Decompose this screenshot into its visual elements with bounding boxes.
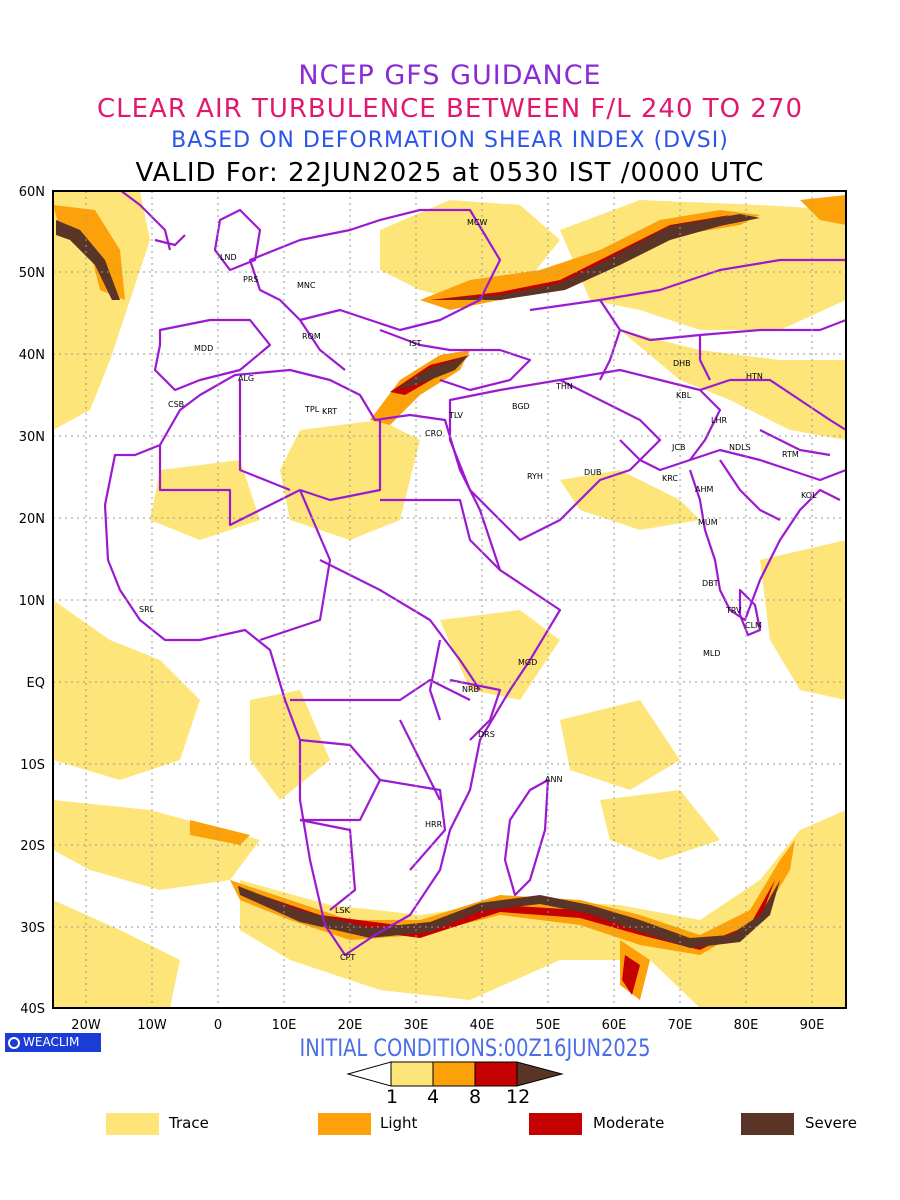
turbulence-fields: MCW LND PRS MNC ROM IST MDD ALG CSB TPL … — [53, 191, 846, 1008]
city-label: DRS — [478, 730, 495, 739]
city-labels: MCW LND PRS MNC ROM IST MDD ALG CSB TPL … — [139, 218, 817, 962]
city-label: CLM — [745, 621, 762, 630]
city-label: AHM — [695, 485, 713, 494]
city-label: DUB — [584, 468, 602, 477]
colorbar-tick: 4 — [427, 1086, 440, 1108]
city-label: THN — [555, 382, 573, 391]
city-label: ROM — [302, 332, 321, 341]
legend-label-moderate: Moderate — [593, 1114, 665, 1132]
legend-label-light: Light — [380, 1114, 418, 1132]
map-frame — [52, 190, 847, 1009]
lon-label: 20W — [71, 1018, 101, 1033]
lon-label: 10E — [272, 1018, 297, 1033]
lat-label: 30N — [19, 430, 45, 445]
city-label: MNC — [297, 281, 316, 290]
lon-label: 10W — [137, 1018, 167, 1033]
lon-label: 60E — [602, 1018, 627, 1033]
lat-label: 40S — [20, 1002, 45, 1017]
city-label: KRC — [662, 474, 678, 483]
city-label: JCB — [671, 443, 685, 452]
lat-label: 20N — [19, 512, 45, 527]
city-label: LHR — [711, 416, 727, 425]
colorbar-tick: 12 — [506, 1086, 531, 1108]
lon-label: 70E — [668, 1018, 693, 1033]
city-label: PRS — [243, 275, 258, 284]
city-label: BGD — [512, 402, 530, 411]
graticule — [53, 191, 846, 1008]
legend-swatch-moderate — [529, 1113, 582, 1135]
city-label: MGD — [518, 658, 537, 667]
city-label: MCW — [467, 218, 487, 227]
valid-time: VALID For: 22JUN2025 at 0530 IST /0000 U… — [135, 158, 765, 188]
severe-regions — [56, 214, 780, 948]
city-label: HTN — [746, 372, 763, 381]
city-label: CPT — [340, 953, 355, 962]
city-label: SRL — [139, 605, 155, 614]
city-label: KOL — [801, 491, 817, 500]
lat-label: 10S — [20, 758, 45, 773]
method-subtitle: BASED ON DEFORMATION SHEAR INDEX (DVSI) — [171, 128, 729, 153]
lat-label: 50N — [19, 266, 45, 281]
longitude-labels: 20W 10W 0 10E 20E 30E 40E 50E 60E 70E 80… — [71, 1018, 824, 1033]
legend-label-trace: Trace — [169, 1114, 209, 1132]
city-label: MUM — [698, 518, 718, 527]
lon-label: 0 — [214, 1018, 222, 1033]
city-label: NDLS — [729, 443, 751, 452]
lon-label: 80E — [734, 1018, 759, 1033]
city-label: TPL — [304, 405, 320, 414]
lon-label: 20E — [338, 1018, 363, 1033]
lat-label: 20S — [20, 839, 45, 854]
latitude-labels: 60N 50N 40N 30N 20N 10N EQ 10S 20S 30S 4… — [19, 185, 45, 1017]
city-label: RTM — [782, 450, 799, 459]
legend-swatch-severe — [741, 1113, 794, 1135]
chart-subtitle: CLEAR AIR TURBULENCE BETWEEN F/L 240 TO … — [96, 94, 804, 124]
city-label: RYH — [527, 472, 543, 481]
country-borders — [103, 191, 846, 957]
city-label: CRO — [425, 429, 442, 438]
lat-label: 60N — [19, 185, 45, 200]
city-label: ALG — [238, 374, 254, 383]
city-label: DHB — [673, 359, 691, 368]
city-label: NRB — [462, 685, 479, 694]
legend-label-severe: Severe — [805, 1114, 857, 1132]
lat-label: 10N — [19, 594, 45, 609]
colorbar — [346, 1061, 564, 1087]
lon-label: 30E — [404, 1018, 429, 1033]
colorbar-tick: 8 — [469, 1086, 482, 1108]
chart-title: NCEP GFS GUIDANCE — [298, 60, 602, 91]
lat-label: EQ — [27, 676, 45, 691]
city-label: LND — [220, 253, 237, 262]
colorbar-severe-arrow — [516, 1061, 564, 1087]
city-label: HRR — [425, 820, 443, 829]
city-label: MDD — [194, 344, 213, 353]
lat-label: 40N — [19, 348, 45, 363]
lon-label: 90E — [800, 1018, 825, 1033]
city-label: ANN — [545, 775, 562, 784]
lat-label: 30S — [20, 921, 45, 936]
colorbar-low-arrow — [346, 1061, 392, 1087]
colorbar-moderate — [474, 1061, 518, 1087]
city-label: TRV — [725, 606, 742, 615]
initial-conditions: INITIAL CONDITIONS:00Z16JUN2025 — [299, 1034, 651, 1062]
city-label: DBT — [702, 579, 719, 588]
city-label: KBL — [676, 391, 692, 400]
city-label: IST — [409, 339, 421, 348]
colorbar-light — [432, 1061, 476, 1087]
legend-swatch-trace — [106, 1113, 159, 1135]
logo-icon — [8, 1036, 20, 1049]
legend-swatch-light — [318, 1113, 371, 1135]
weaclim-logo: WEACLIM — [5, 1033, 101, 1052]
city-label: CSB — [168, 400, 184, 409]
lon-label: 50E — [536, 1018, 561, 1033]
lon-label: 40E — [470, 1018, 495, 1033]
city-label: TLV — [448, 411, 463, 420]
colorbar-trace — [390, 1061, 434, 1087]
city-label: KRT — [322, 407, 337, 416]
city-label: MLD — [703, 649, 721, 658]
colorbar-tick: 1 — [386, 1086, 399, 1108]
city-label: LSK — [335, 906, 351, 915]
logo-text: WEACLIM — [23, 1035, 80, 1049]
